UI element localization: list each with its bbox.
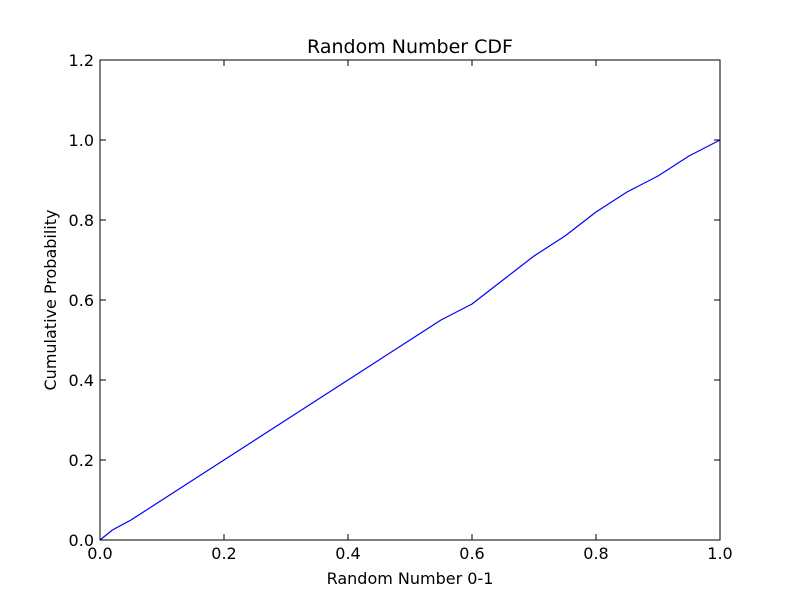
y-tick-label: 1.2 [69,51,94,70]
x-tick-label: 0.6 [459,544,484,563]
x-tick-label: 0.2 [211,544,236,563]
plot-area [99,139,721,541]
y-tick-label: 0.4 [69,371,94,390]
y-tick-label: 1.0 [69,131,94,150]
y-tick-label: 0.8 [69,211,94,230]
x-tick-label: 0.4 [335,544,360,563]
x-tick-label: 0.0 [87,544,112,563]
y-axis-title: Cumulative Probability [41,210,60,391]
x-tick-label: 0.8 [583,544,608,563]
x-tick-label: 1.0 [707,544,732,563]
y-tick-label: 0.2 [69,451,94,470]
y-tick-label: 0.0 [69,531,94,550]
x-axis-title: Random Number 0-1 [327,569,494,588]
cdf-series-line [99,139,721,541]
chart-title: Random Number CDF [307,36,513,58]
axis-ticks: 0.0 0.2 0.4 0.6 0.8 1.0 0.0 0.2 0.4 0.6 0.8 1.0 1.2 [69,51,733,563]
y-tick-label: 0.6 [69,291,94,310]
